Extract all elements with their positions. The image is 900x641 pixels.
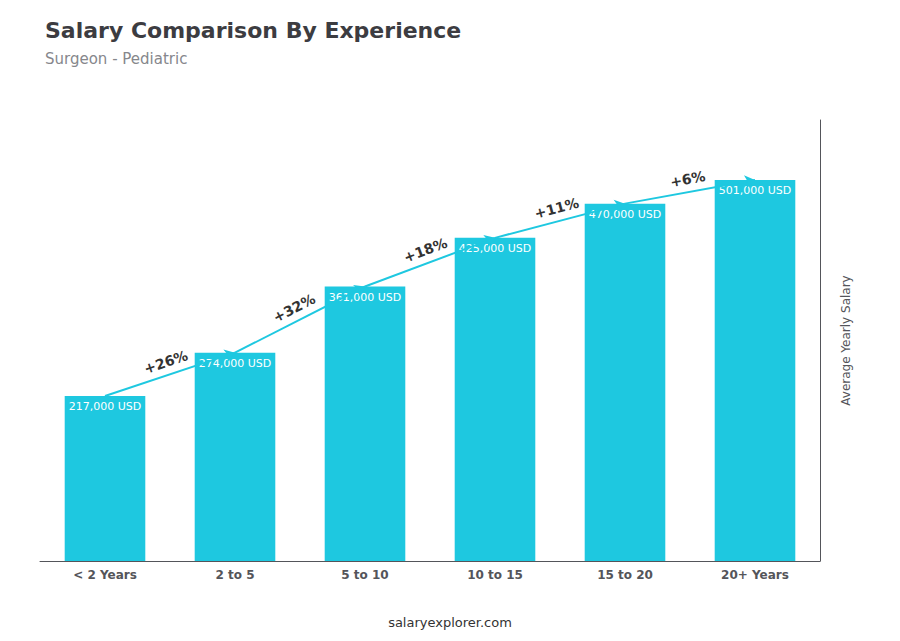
svg-text:5 to 10: 5 to 10 bbox=[341, 568, 388, 582]
svg-text:+18%: +18% bbox=[401, 235, 449, 266]
svg-text:470,000 USD: 470,000 USD bbox=[588, 207, 662, 221]
svg-text:15 to 20: 15 to 20 bbox=[597, 568, 653, 582]
svg-text:425,000 USD: 425,000 USD bbox=[458, 241, 532, 255]
svg-text:< 2 Years: < 2 Years bbox=[73, 568, 137, 582]
svg-text:Average Yearly Salary: Average Yearly Salary bbox=[839, 275, 853, 405]
svg-text:+26%: +26% bbox=[142, 347, 190, 376]
svg-text:salaryexplorer.com: salaryexplorer.com bbox=[388, 615, 512, 630]
svg-text:361,000 USD: 361,000 USD bbox=[329, 291, 402, 304]
svg-text:217,000 USD: 217,000 USD bbox=[69, 400, 142, 413]
svg-text:Surgeon - Pediatric: Surgeon - Pediatric bbox=[45, 50, 187, 68]
svg-text:20+ Years: 20+ Years bbox=[721, 568, 789, 582]
svg-text:+6%: +6% bbox=[669, 168, 707, 190]
svg-text:+32%: +32% bbox=[270, 291, 318, 326]
svg-text:274,000 USD: 274,000 USD bbox=[199, 357, 272, 370]
svg-text:+11%: +11% bbox=[533, 195, 581, 222]
svg-text:10 to 15: 10 to 15 bbox=[467, 568, 523, 582]
svg-text:501,000 USD: 501,000 USD bbox=[719, 184, 792, 197]
svg-text:Salary Comparison By Experienc: Salary Comparison By Experience bbox=[45, 18, 461, 43]
svg-text:2 to 5: 2 to 5 bbox=[215, 568, 254, 582]
